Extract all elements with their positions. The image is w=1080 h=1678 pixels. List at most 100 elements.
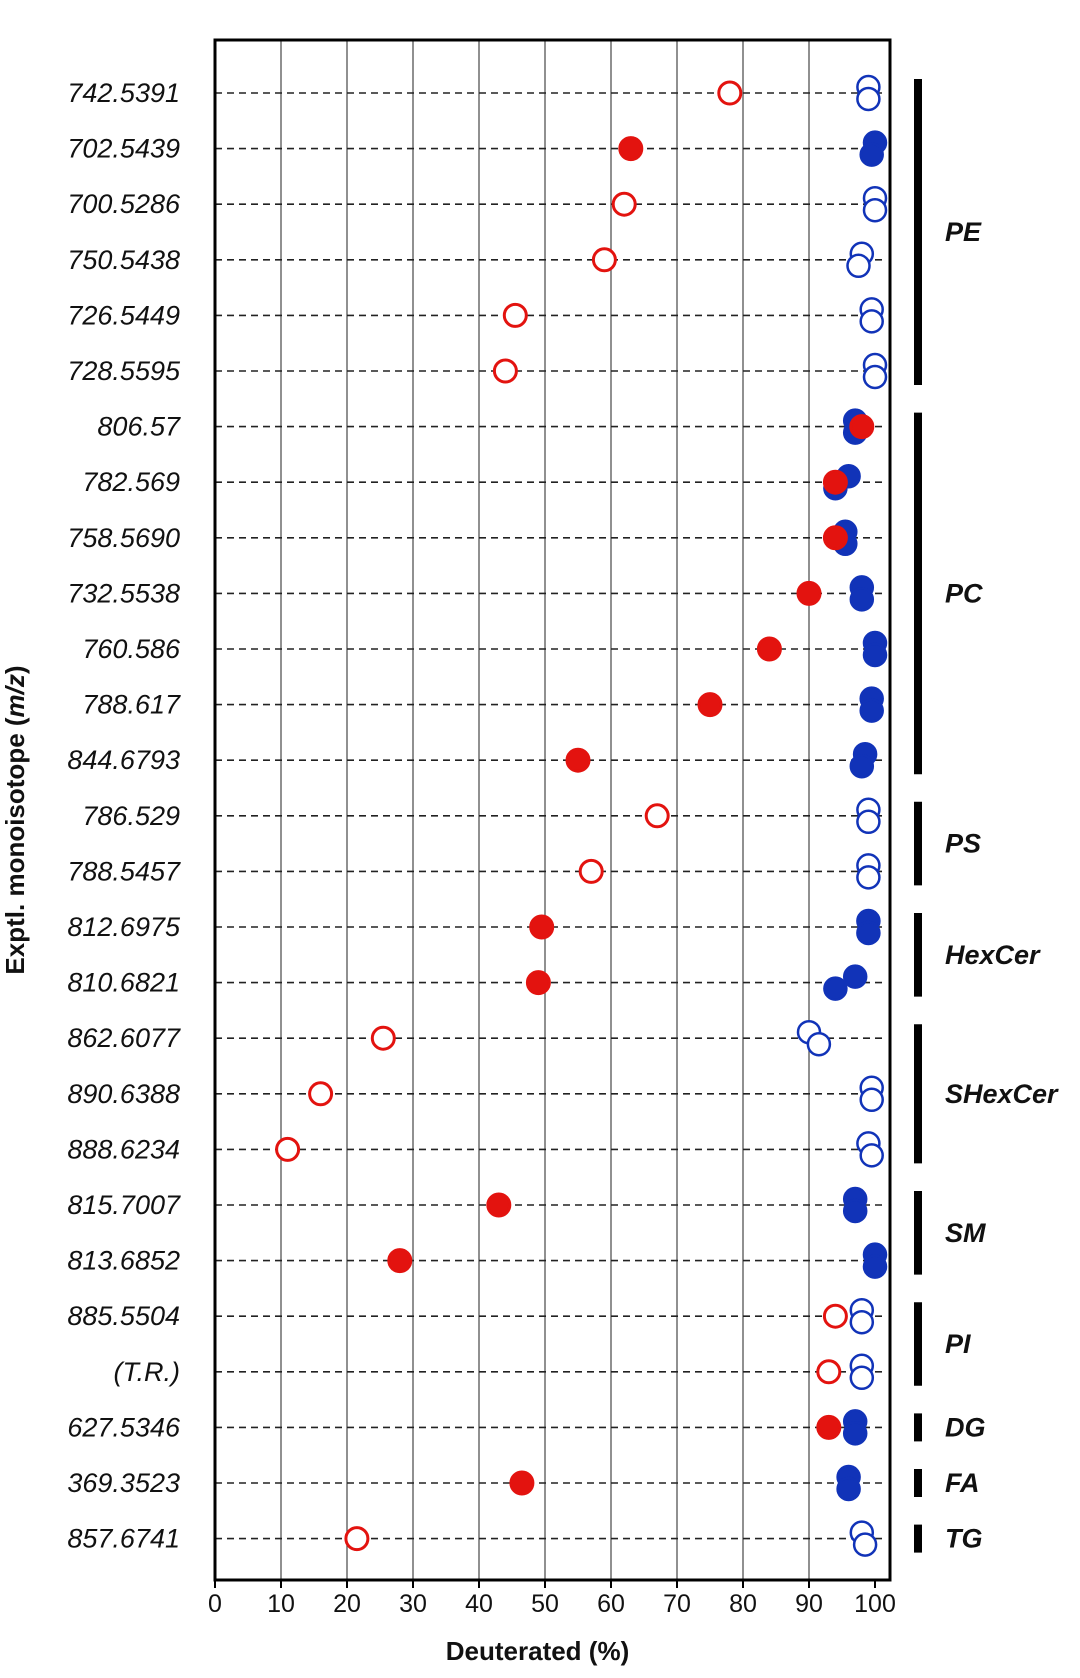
red-point	[611, 191, 637, 217]
red-point	[509, 1470, 535, 1496]
blue-point	[849, 587, 875, 612]
red-point	[529, 914, 555, 940]
group-label: TG	[945, 1524, 983, 1554]
blue-point	[859, 142, 884, 167]
group-label: PC	[945, 578, 983, 608]
blue-point	[859, 698, 884, 723]
blue-point	[862, 197, 888, 223]
red-point	[370, 1025, 396, 1051]
blue-point	[856, 920, 881, 946]
group-label: SM	[945, 1218, 986, 1248]
red-point	[387, 1248, 413, 1274]
y-tick-label: 862.6077	[67, 1023, 181, 1053]
red-point	[822, 525, 848, 551]
blue-point	[849, 753, 875, 779]
y-tick-label: 810.6821	[67, 968, 180, 998]
group-label: SHexCer	[945, 1079, 1059, 1109]
y-tick-label: 369.3523	[67, 1468, 180, 1498]
y-tick-label: 726.5449	[67, 300, 180, 330]
y-tick-label: (T.R.)	[114, 1357, 181, 1387]
red-point	[578, 858, 604, 884]
y-tick-label: 806.57	[97, 412, 181, 442]
y-tick-label: 888.6234	[67, 1134, 180, 1164]
x-axis-ticks: 0 10 20 30 40 50 60 70 80 90 100	[208, 1580, 896, 1618]
blue-point	[862, 364, 888, 390]
x-tick-label: 0	[208, 1590, 222, 1618]
red-point	[618, 136, 644, 162]
y-tick-label: 788.617	[82, 690, 181, 720]
blue-point	[856, 809, 881, 835]
y-tick-label: 890.6388	[67, 1079, 180, 1109]
y-tick-label: 788.5457	[67, 856, 181, 886]
group-label: HexCer	[945, 940, 1041, 970]
x-tick-label: 50	[531, 1590, 559, 1618]
red-point	[796, 580, 822, 606]
red-point	[525, 970, 551, 996]
red-point	[849, 414, 875, 440]
y-tick-label: 750.5438	[67, 245, 180, 275]
red-point	[486, 1192, 512, 1218]
red-point	[344, 1526, 370, 1552]
group-label: PE	[945, 217, 982, 247]
red-point	[308, 1081, 334, 1107]
red-point	[822, 1303, 848, 1329]
plot-frame	[213, 38, 892, 1582]
red-point	[591, 247, 617, 273]
red-point	[275, 1136, 301, 1162]
y-tick-label: 885.5504	[67, 1301, 180, 1331]
blue-point	[836, 1476, 861, 1502]
x-tick-label: 40	[465, 1590, 493, 1618]
blue-point	[852, 1532, 878, 1557]
blue-point	[859, 309, 884, 334]
x-tick-label: 10	[267, 1590, 295, 1618]
y-tick-label: 700.5286	[67, 189, 181, 219]
red-point	[565, 747, 591, 773]
x-tick-label: 30	[399, 1590, 427, 1618]
lipid-class-groups: PE PC PS HexCer SHexCer SM PI DG FA TG	[914, 79, 1059, 1554]
x-tick-label: 90	[795, 1590, 823, 1618]
y-tick-label: 732.5538	[67, 578, 180, 608]
y-tick-label: 758.5690	[67, 523, 180, 553]
x-tick-label: 80	[729, 1590, 757, 1618]
y-tick-label: 702.5439	[67, 134, 180, 164]
blue-point	[842, 1421, 868, 1446]
red-point	[756, 636, 782, 662]
blue-point	[849, 1365, 875, 1391]
y-tick-label: 813.6852	[67, 1246, 180, 1276]
y-tick-label: 786.529	[82, 801, 180, 831]
red-point	[697, 692, 723, 718]
y-tick-label: 782.569	[82, 467, 180, 497]
y-tick-label: 815.7007	[67, 1190, 181, 1220]
x-tick-label: 100	[854, 1590, 896, 1618]
group-label: PI	[945, 1329, 971, 1359]
group-label: PS	[945, 829, 981, 859]
x-tick-label: 20	[333, 1590, 361, 1618]
x-tick-label: 60	[597, 1590, 625, 1618]
blue-point	[806, 1031, 832, 1057]
blue-point	[823, 976, 848, 1001]
red-point	[816, 1414, 842, 1440]
y-axis-ticks: 742.5391 702.5439 700.5286 750.5438 726.5449…	[67, 78, 181, 1554]
y-axis-label: Exptl. monoisotope (m/z)	[0, 665, 30, 974]
y-tick-label: 627.5346	[67, 1412, 181, 1442]
x-axis-label: Deuterated (%)	[446, 1636, 629, 1666]
data-points	[275, 74, 888, 1557]
blue-point	[862, 1254, 888, 1279]
blue-point	[856, 86, 881, 112]
blue-point	[846, 253, 871, 279]
group-label: FA	[945, 1468, 980, 1498]
blue-point	[856, 865, 881, 890]
red-point	[502, 302, 528, 328]
red-point	[717, 80, 743, 106]
y-tick-label: 742.5391	[67, 78, 180, 108]
red-point	[816, 1359, 842, 1385]
blue-point	[862, 642, 888, 668]
group-label: DG	[945, 1412, 986, 1442]
y-tick-label: 857.6741	[67, 1524, 180, 1554]
grid-lines	[280, 40, 810, 1580]
x-tick-label: 70	[663, 1590, 691, 1618]
blue-point	[859, 1087, 884, 1113]
y-tick-label: 760.586	[82, 634, 181, 664]
red-point	[492, 358, 518, 384]
